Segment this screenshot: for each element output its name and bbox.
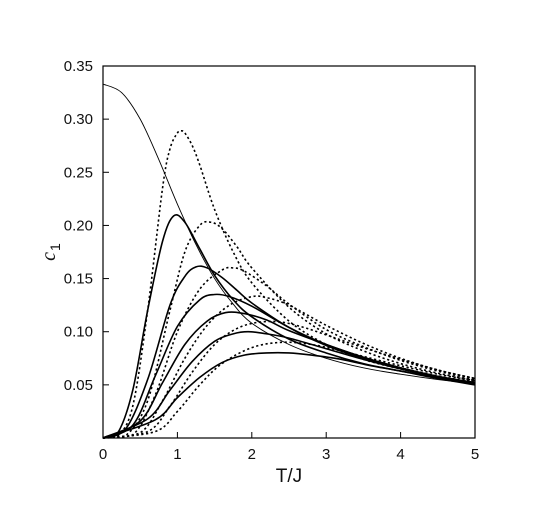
x-tick-label: 3 [322,446,330,463]
y-tick-label: 0.10 [64,324,93,341]
y-tick-label: 0.25 [64,164,93,181]
y-tick-label: 0.20 [64,217,93,234]
series-3-solid-line [102,213,476,439]
series-11-solid-line [102,330,476,439]
y-tick-label: 0.05 [64,377,93,394]
plot-area [102,65,476,439]
x-tick-label: 5 [471,446,479,463]
x-tick-label: 2 [248,446,256,463]
y-axis-ticks: 0.05 0.10 0.15 0.20 0.25 0.30 0.35 [64,58,109,394]
svg-text:c1: c1 [38,243,63,261]
series-5-solid-line [102,265,476,439]
y-axis-title-subscript: 1 [47,243,63,251]
y-axis-title: c1 [38,243,63,261]
x-tick-label: 1 [173,446,181,463]
x-axis-title: T/J [276,466,302,487]
curves-group [102,83,476,439]
y-tick-label: 0.30 [64,111,93,128]
series-2-dotted-line [102,129,476,439]
series-8-dotted-line [102,295,476,439]
series-1-thin-line [102,83,476,385]
x-tick-label: 0 [99,446,107,463]
x-tick-label: 4 [396,446,404,463]
y-tick-label: 0.15 [64,271,93,288]
series-9-solid-line [102,311,476,439]
x-axis-ticks: 0 1 2 3 4 5 [99,432,479,463]
y-tick-label: 0.35 [64,58,93,75]
series-13-solid-line [102,351,476,439]
y-axis-title-main: c [38,252,60,261]
series-7-solid-line [102,293,476,439]
series-12-dotted-line [102,341,476,439]
